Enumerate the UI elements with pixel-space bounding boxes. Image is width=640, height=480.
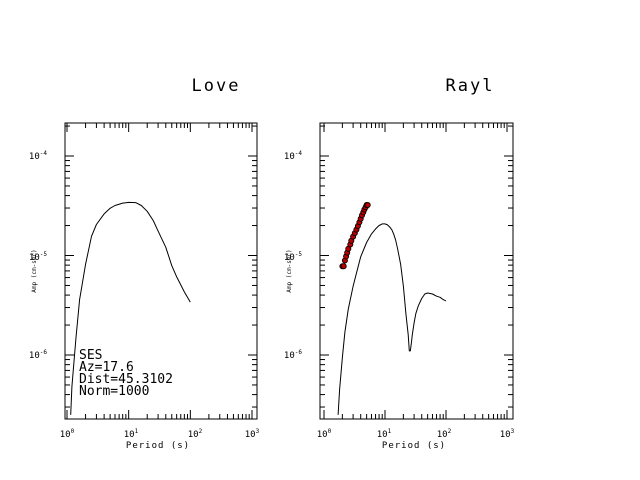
x-tick-label: 103 xyxy=(245,428,260,440)
y-tick-label: 10-5 xyxy=(29,251,47,263)
x-tick-labels-rayl: 100 101 102 103 xyxy=(317,428,515,440)
station-annotation: SES Az=17.6 Dist=45.3102 Norm=1000 xyxy=(79,348,173,399)
x-tick-label: 101 xyxy=(377,428,392,440)
x-tick-labels-love: 100 101 102 103 xyxy=(60,428,260,440)
y-tick-labels-love: 10-6 10-5 10-4 xyxy=(29,150,47,361)
series-layer-love xyxy=(70,201,191,415)
panel-title-rayl: Rayl xyxy=(446,76,495,96)
x-tick-label: 101 xyxy=(124,428,139,440)
y-tick-label: 10-6 xyxy=(284,349,302,361)
axis-ticks-rayl xyxy=(320,123,513,419)
x-tick-label: 102 xyxy=(188,428,203,440)
x-axis-label-love: Period (s) xyxy=(126,441,190,451)
x-tick-label: 103 xyxy=(500,428,515,440)
panel-rayl: Rayl 100 101 102 103 10-6 10-5 10-4 Peri… xyxy=(284,76,515,451)
spectrum-curve xyxy=(70,201,191,415)
y-tick-label: 10-5 xyxy=(284,251,302,263)
series-layer-rayl xyxy=(337,201,447,415)
y-tick-label: 10-4 xyxy=(284,150,302,162)
y-axis-label-rayl: Amp (cm-sec) xyxy=(286,249,293,292)
y-tick-label: 10-4 xyxy=(29,150,47,162)
annotation-norm: Norm=1000 xyxy=(79,384,149,399)
y-tick-label: 10-6 xyxy=(29,349,47,361)
x-tick-label: 102 xyxy=(437,428,452,440)
x-tick-label: 100 xyxy=(60,428,75,440)
axis-ticks-love xyxy=(65,123,257,419)
observed-amplitude-point xyxy=(364,201,371,208)
panel-love: Love 100 101 102 103 10-6 10-5 10-4 Peri… xyxy=(29,76,260,451)
x-tick-label: 100 xyxy=(317,428,332,440)
y-axis-label-love: Amp (cm-sec) xyxy=(31,249,38,292)
observed-amplitude-point xyxy=(340,263,347,270)
y-tick-labels-rayl: 10-6 10-5 10-4 xyxy=(284,150,302,361)
annotation-distance: Dist=45.3102 xyxy=(79,372,173,387)
panel-title-love: Love xyxy=(192,76,241,96)
annotation-station: SES xyxy=(79,348,102,363)
x-axis-label-rayl: Period (s) xyxy=(382,441,446,451)
spectrum-curve xyxy=(337,223,447,415)
annotation-azimuth: Az=17.6 xyxy=(79,360,134,375)
